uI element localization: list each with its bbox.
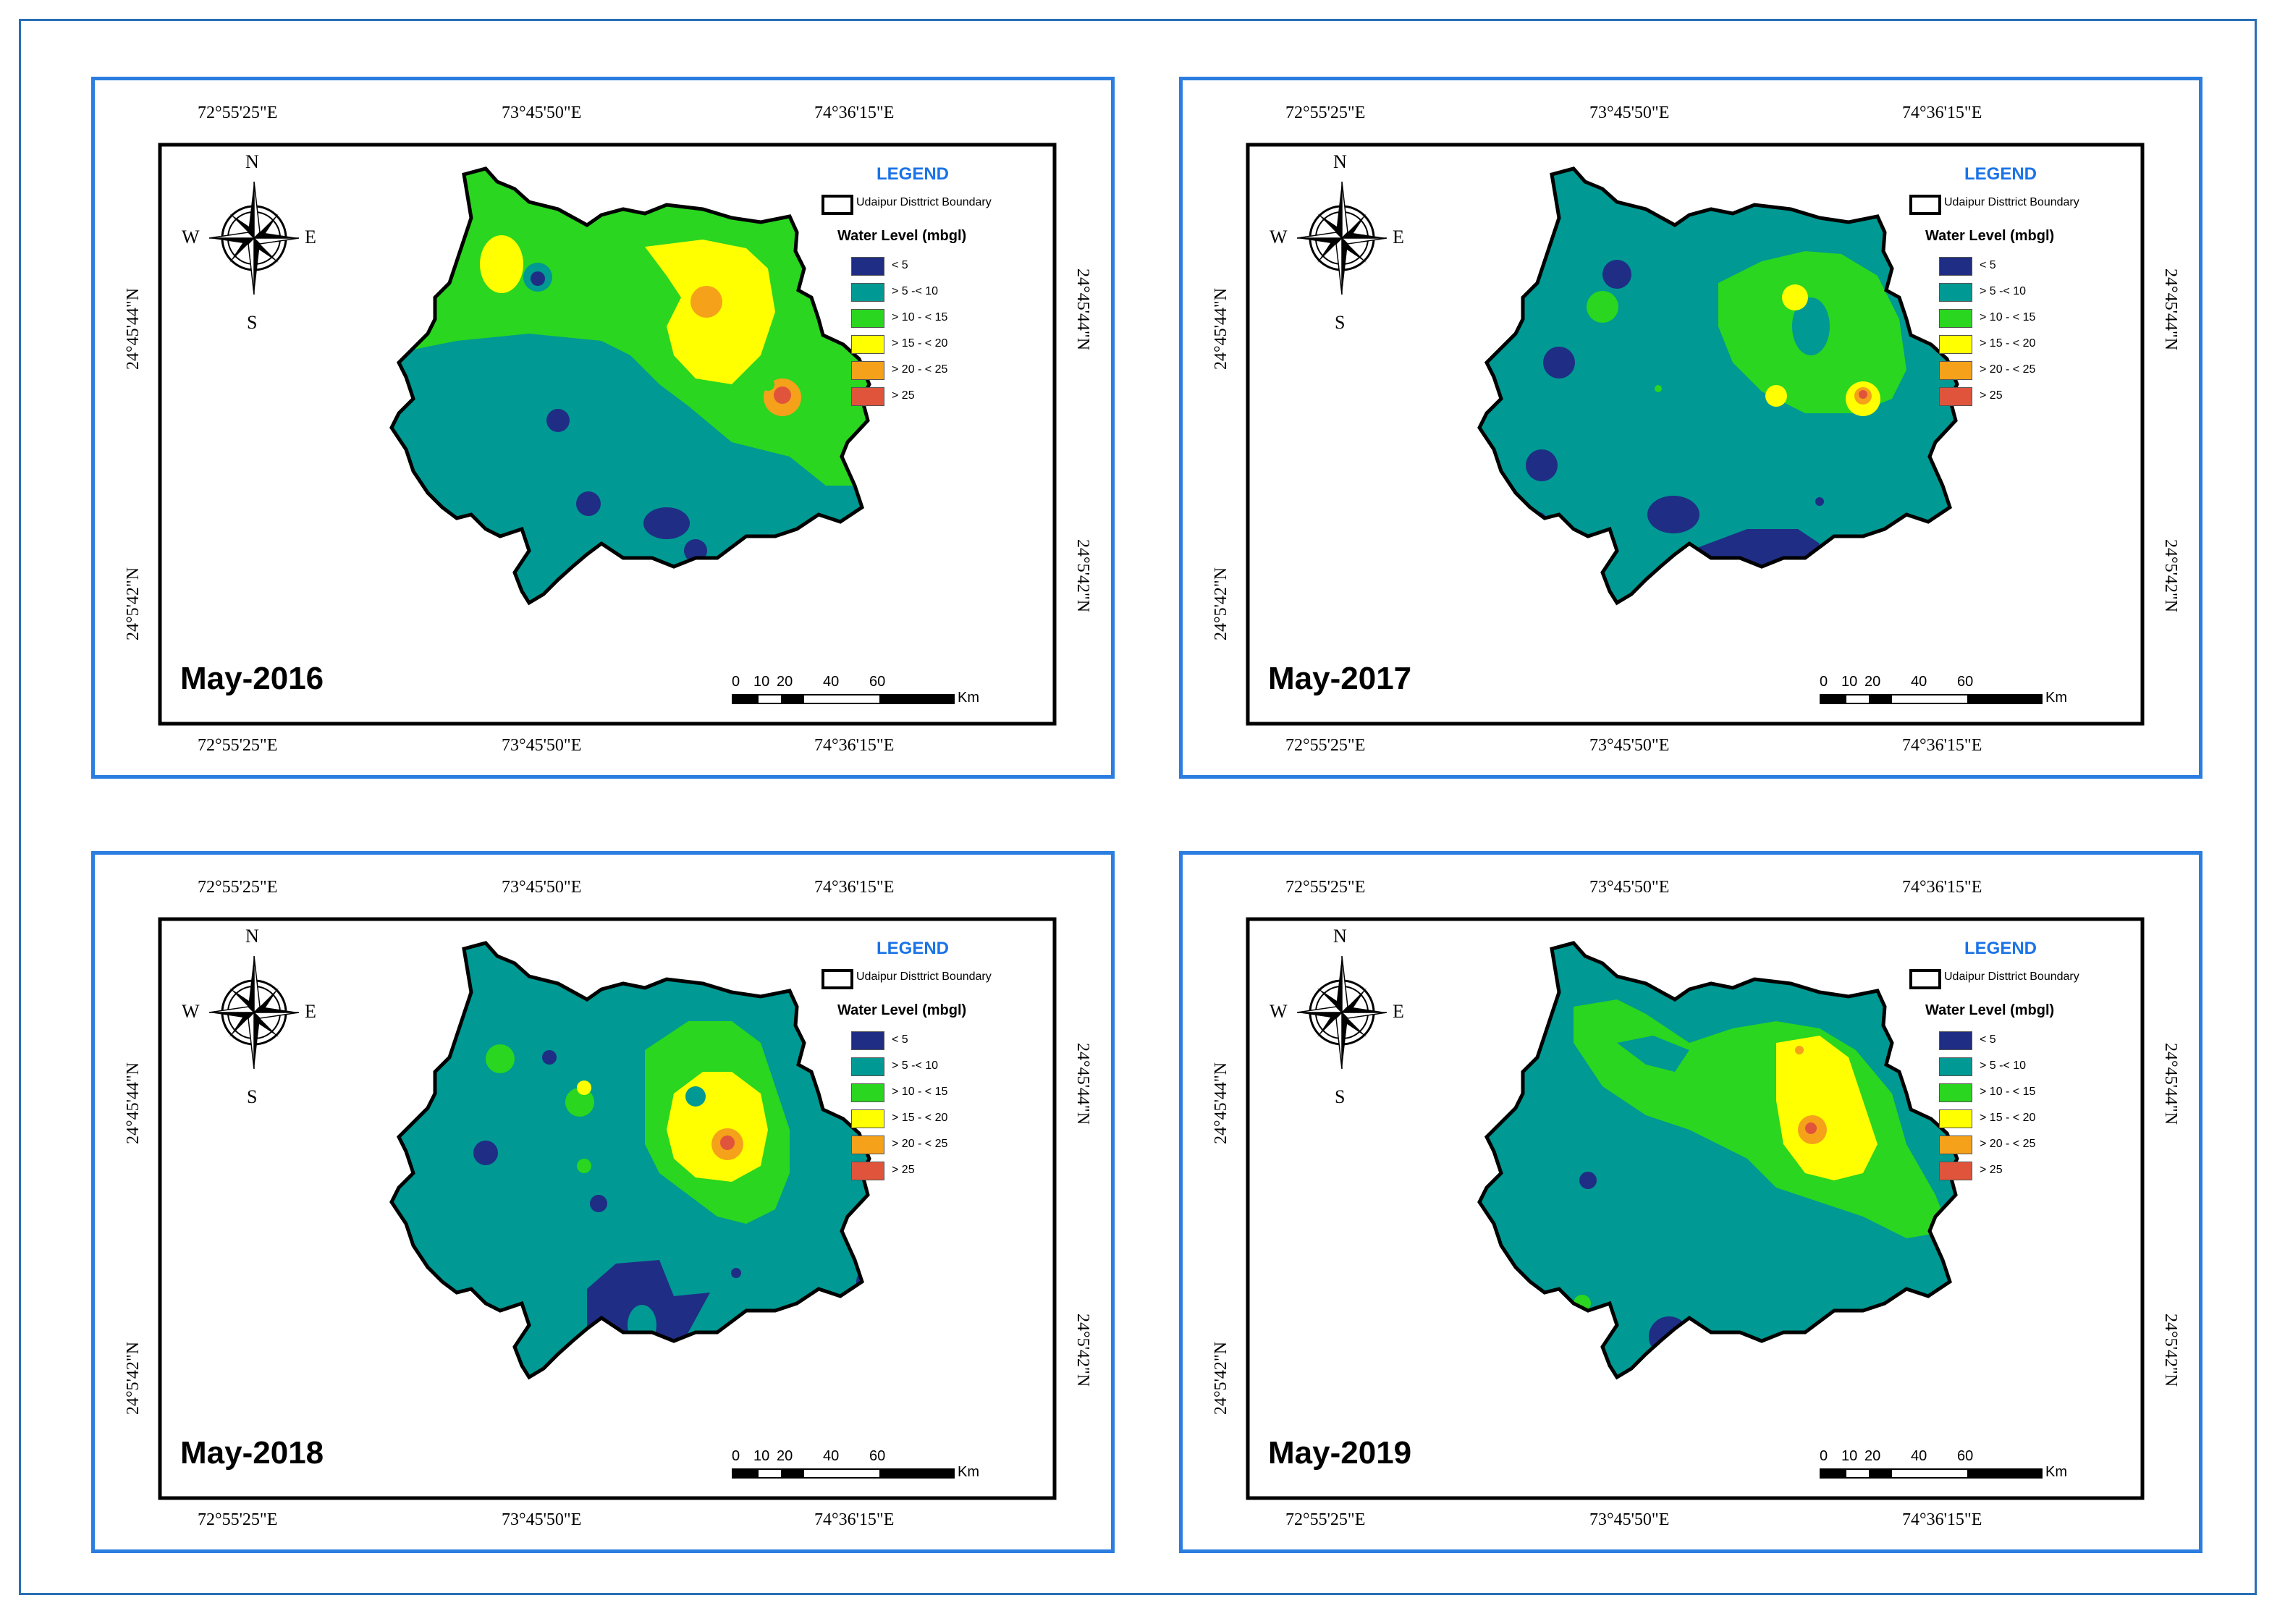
map-panel-2019 bbox=[1179, 851, 2202, 1553]
map-panel-2017 bbox=[1179, 77, 2202, 779]
map-panel-2016 bbox=[91, 77, 1115, 779]
figure-frame bbox=[19, 19, 2257, 1595]
map-panel-2018 bbox=[91, 851, 1115, 1553]
